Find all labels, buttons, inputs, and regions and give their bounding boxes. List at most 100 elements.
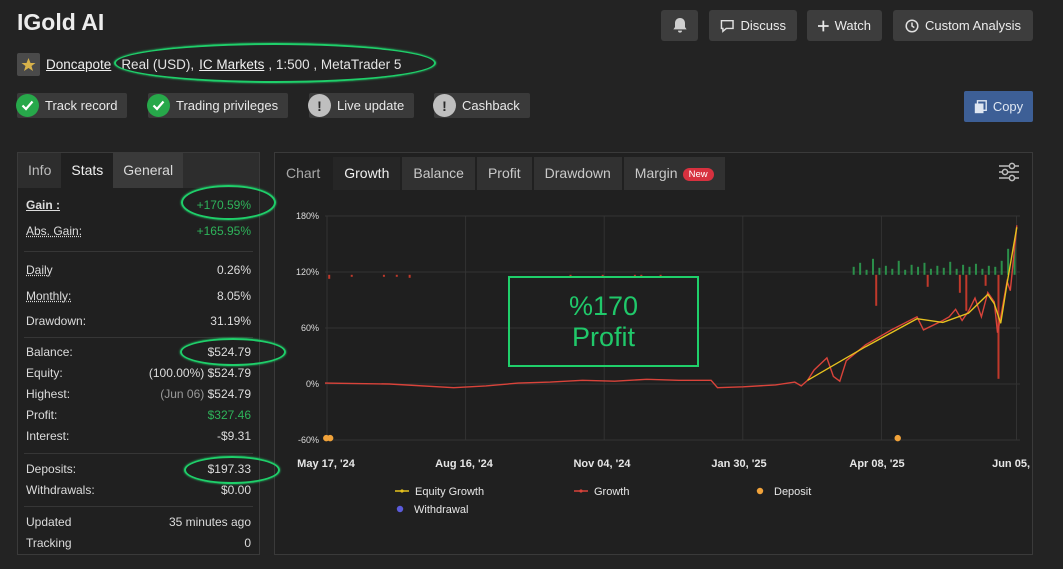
stat-label: Equity: xyxy=(26,366,63,380)
chart-settings-icon[interactable] xyxy=(998,161,1020,183)
tab-info[interactable]: Info xyxy=(28,162,52,178)
badge-label: Trading privileges xyxy=(176,98,279,113)
y-axis-labels: 180% 120% 60% 0% -60% xyxy=(296,211,319,445)
deposit-markers xyxy=(323,434,901,442)
chart-grid xyxy=(325,215,1020,441)
tab-margin[interactable]: Margin New xyxy=(623,157,725,190)
deposit-marker xyxy=(326,434,334,442)
stat-value: $524.79 xyxy=(207,366,251,380)
badge-track-record[interactable]: Track record xyxy=(16,93,128,118)
copy-button[interactable]: Copy xyxy=(964,91,1033,122)
profit-bar xyxy=(923,262,926,275)
stat-label: Balance: xyxy=(26,345,73,359)
profit-bar xyxy=(897,260,900,275)
loss-bar xyxy=(350,274,353,277)
profit-bar xyxy=(1007,248,1010,275)
stat-label: Tracking xyxy=(26,536,72,550)
profit-bar xyxy=(968,266,971,275)
badge-label: Live update xyxy=(337,98,405,113)
badge-cashback[interactable]: ! Cashback xyxy=(433,93,530,118)
x-tick-label: Aug 16, '24 xyxy=(435,458,494,470)
profit-bar xyxy=(871,258,874,275)
tab-balance[interactable]: Balance xyxy=(402,157,475,190)
badge-live-update[interactable]: ! Live update xyxy=(308,93,415,118)
stat-value: $327.46 xyxy=(207,408,251,422)
tab-stats[interactable]: Stats xyxy=(61,153,114,188)
stat-equity: Equity: (100.00%) $524.79 xyxy=(26,364,251,382)
check-icon xyxy=(147,94,170,117)
legend-label: Withdrawal xyxy=(414,504,468,516)
profit-bar xyxy=(949,261,952,275)
stat-value: 0.26% xyxy=(216,263,251,277)
copy-label: Copy xyxy=(992,99,1024,114)
stat-value: +165.95% xyxy=(196,224,251,238)
annotation-line2: Profit xyxy=(571,321,636,352)
stat-abs-gain: Abs. Gain: +165.95% xyxy=(26,222,251,240)
x-tick-label: Apr 08, '25 xyxy=(849,458,904,470)
x-axis-labels: May 17, '24 Aug 16, '24 Nov 04, '24 Jan 30,… xyxy=(297,458,1032,470)
stat-label: Abs. Gain: xyxy=(26,224,83,238)
highlight-oval xyxy=(180,338,286,366)
stat-label: Daily xyxy=(26,263,53,277)
y-tick-label: 120% xyxy=(296,267,319,277)
loss-bar xyxy=(328,274,331,279)
growth-chart: 180% 120% 60% 0% -60% May 17, '24 Aug 16, '24… xyxy=(296,211,1032,516)
x-tick-label: Nov 04, '24 xyxy=(573,458,631,470)
highlight-oval xyxy=(184,456,280,484)
profit-bar xyxy=(865,269,868,275)
chart-series xyxy=(324,225,1018,389)
stats-panel: Info Stats General Gain : +170.59% Abs. … xyxy=(17,152,260,555)
profit-bar xyxy=(942,267,945,275)
profit-bar xyxy=(987,265,990,275)
profit-bar xyxy=(1000,260,1003,275)
stat-note: (Jun 06) xyxy=(160,387,205,401)
loss-bar xyxy=(395,274,398,277)
tab-chart[interactable]: Chart xyxy=(286,165,321,181)
profit-bar xyxy=(891,268,894,275)
comment-icon xyxy=(720,19,734,33)
profit-bar xyxy=(962,264,965,275)
divider xyxy=(24,453,253,454)
legend-swatch xyxy=(400,489,404,493)
watch-button[interactable]: Watch xyxy=(807,10,882,41)
stat-value: $524.79 xyxy=(207,387,251,401)
badge-label: Cashback xyxy=(462,98,520,113)
chart-legend: Equity Growth Growth Deposit Withdrawal xyxy=(395,486,811,516)
profit-bar xyxy=(1013,244,1016,275)
deposit-marker xyxy=(894,434,901,442)
notifications-button[interactable] xyxy=(661,10,698,41)
x-tick-label: May 17, '24 xyxy=(297,458,356,470)
x-tick-label: Jun 05, '25 xyxy=(992,458,1032,470)
highlight-oval xyxy=(114,43,436,83)
discuss-button[interactable]: Discuss xyxy=(709,10,797,41)
stat-withdrawals: Withdrawals: $0.00 xyxy=(26,481,251,499)
stat-label: Monthly: xyxy=(26,289,72,303)
stat-drawdown: Drawdown: 31.19% xyxy=(26,312,251,330)
tab-margin-label: Margin xyxy=(634,165,678,181)
tab-general[interactable]: General xyxy=(113,153,184,188)
y-tick-label: 60% xyxy=(301,323,319,333)
divider xyxy=(24,506,253,507)
custom-analysis-button[interactable]: Custom Analysis xyxy=(893,10,1033,41)
loss-bar xyxy=(926,274,929,287)
x-tick-label: Jan 30, '25 xyxy=(711,458,766,470)
badge-trading-privileges[interactable]: Trading privileges xyxy=(147,93,289,118)
tab-drawdown[interactable]: Drawdown xyxy=(533,157,622,190)
tab-profit[interactable]: Profit xyxy=(476,157,532,190)
loss-bar xyxy=(569,274,572,277)
stat-label: Deposits: xyxy=(26,462,77,476)
profit-bar xyxy=(859,262,862,275)
stat-label: Interest: xyxy=(26,429,70,443)
tab-growth[interactable]: Growth xyxy=(333,157,401,190)
stat-highest: Highest: (Jun 06) $524.79 xyxy=(26,385,251,403)
profit-bar xyxy=(884,265,887,275)
badge-label: Track record xyxy=(45,98,118,113)
y-tick-label: 180% xyxy=(296,211,319,221)
legend-label: Deposit xyxy=(774,486,811,498)
avatar xyxy=(17,52,40,76)
stat-value: 8.05% xyxy=(216,289,251,303)
legend-label: Equity Growth xyxy=(415,486,484,498)
user-link[interactable]: Doncapote xyxy=(46,56,112,72)
stat-daily: Daily 0.26% xyxy=(26,261,251,279)
stat-label: Updated xyxy=(26,515,72,529)
